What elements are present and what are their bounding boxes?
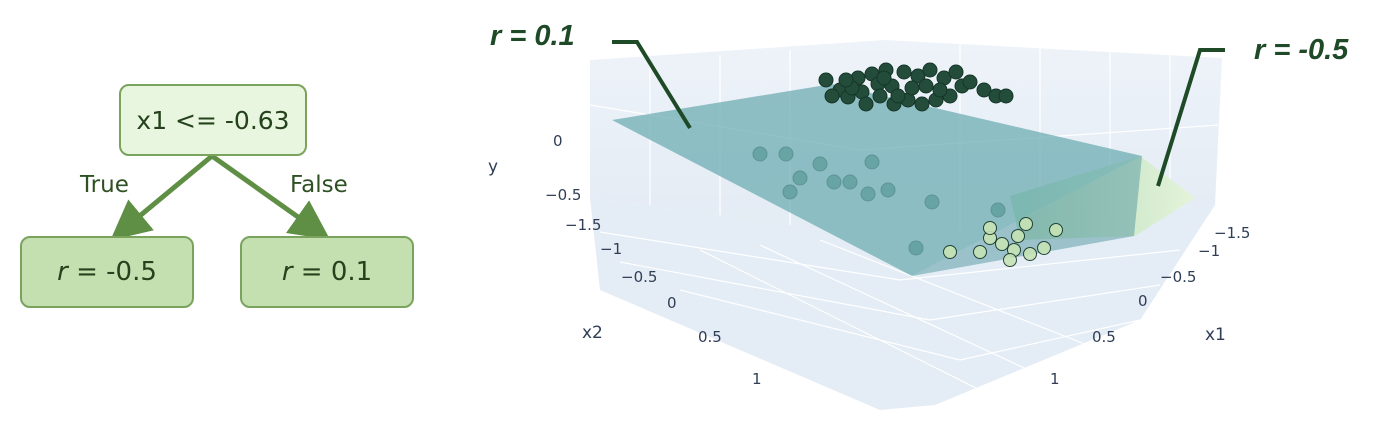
callout-r-minus-0.5: r = -0.5 xyxy=(1254,34,1349,66)
tree-root-node: x1 <= -0.63 xyxy=(119,84,307,156)
leaf-right-value: = 0.1 xyxy=(292,257,373,287)
callout-right-leader xyxy=(1156,48,1225,187)
y-axis: 0 −0.5 y xyxy=(488,132,581,204)
leaf-left-var: r xyxy=(57,257,68,287)
callout-left-leader xyxy=(612,40,692,130)
root-split-label: x1 <= -0.63 xyxy=(136,105,290,135)
data-point-marker xyxy=(818,72,834,88)
false-branch-label: False xyxy=(290,172,348,198)
tree-leaf-right: r = 0.1 xyxy=(240,236,414,308)
x2-axis: −1.5 −1 −0.5 0 0.5 1 x2 xyxy=(565,216,762,388)
x2-tick-0.5: 0.5 xyxy=(698,328,722,346)
x2-axis-title: x2 xyxy=(582,323,603,343)
data-point-marker xyxy=(948,64,964,80)
true-branch-label: True xyxy=(80,172,129,198)
data-point-marker xyxy=(890,88,906,104)
data-point-marker xyxy=(922,62,938,78)
x2-tick-minus-1.5: −1.5 xyxy=(565,216,601,234)
data-point-marker xyxy=(858,96,874,112)
x1-axis-title: x1 xyxy=(1205,325,1226,345)
y-tick-minus-0.5: −0.5 xyxy=(545,186,581,204)
data-point-marker xyxy=(998,88,1014,104)
data-point-marker xyxy=(896,64,912,80)
data-point-marker xyxy=(973,245,987,259)
y-axis-title: y xyxy=(488,157,498,177)
data-point-marker xyxy=(943,245,957,259)
data-point-marker xyxy=(838,72,854,88)
tree-leaf-left: r = -0.5 xyxy=(20,236,194,308)
x1-axis: −1.5 −1 −0.5 0 0.5 1 x1 xyxy=(1050,224,1250,388)
data-point-marker xyxy=(918,78,934,94)
x1-tick-minus-1.5: −1.5 xyxy=(1214,224,1250,242)
data-point-marker xyxy=(1023,247,1037,261)
x2-tick-1: 1 xyxy=(752,370,762,388)
data-point-marker xyxy=(976,82,992,98)
true-edge-arrow xyxy=(110,154,214,241)
tree-edges xyxy=(110,153,331,241)
data-point-marker xyxy=(876,70,892,86)
data-point-marker xyxy=(872,88,888,104)
plane-r-0.1 xyxy=(612,84,1142,276)
data-point-marker xyxy=(995,237,1009,251)
x1-tick-0: 0 xyxy=(1138,292,1148,310)
data-point-marker xyxy=(1019,217,1033,231)
x1-tick-0.5: 0.5 xyxy=(1092,328,1116,346)
y-tick-0: 0 xyxy=(553,132,563,150)
data-point-marker xyxy=(1003,253,1017,267)
scene-floor-front xyxy=(590,198,1215,410)
x2-tick-minus-0.5: −0.5 xyxy=(621,268,657,286)
data-point-marker xyxy=(1011,229,1025,243)
data-point-marker xyxy=(932,82,948,98)
x1-tick-minus-0.5: −0.5 xyxy=(1160,268,1196,286)
x2-tick-0: 0 xyxy=(667,294,677,312)
leaf-left-value: = -0.5 xyxy=(67,257,157,287)
data-point-marker xyxy=(962,74,978,90)
leaf-right-var: r xyxy=(281,257,293,287)
x2-tick-minus-1: −1 xyxy=(600,240,622,258)
data-point-marker xyxy=(904,80,920,96)
data-point-marker xyxy=(914,96,930,112)
callout-r-0.1: r = 0.1 xyxy=(490,20,575,52)
x1-tick-1: 1 xyxy=(1050,370,1060,388)
data-point-marker xyxy=(910,68,926,84)
near-markers xyxy=(818,62,1063,267)
data-point-marker xyxy=(983,221,997,235)
data-point-marker xyxy=(1037,241,1051,255)
data-point-marker xyxy=(824,88,840,104)
plane-step-wall xyxy=(912,156,1142,276)
data-point-marker xyxy=(1049,223,1063,237)
false-edge-arrow xyxy=(210,153,331,240)
x1-tick-minus-1: −1 xyxy=(1198,242,1220,260)
